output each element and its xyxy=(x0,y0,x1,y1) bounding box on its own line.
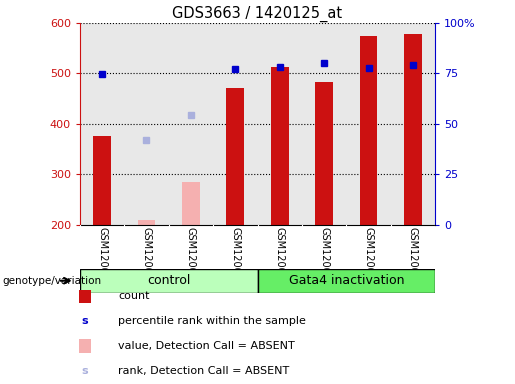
Text: GSM120071: GSM120071 xyxy=(408,227,418,286)
Bar xyxy=(258,269,435,293)
Text: s: s xyxy=(82,366,88,376)
Text: GSM120069: GSM120069 xyxy=(319,227,329,286)
Text: GSM120067: GSM120067 xyxy=(230,227,241,286)
Bar xyxy=(80,269,258,293)
Bar xyxy=(359,36,377,225)
Bar xyxy=(182,182,200,225)
Bar xyxy=(271,67,288,225)
Bar xyxy=(404,34,422,225)
Text: Gata4 inactivation: Gata4 inactivation xyxy=(288,274,404,287)
Text: value, Detection Call = ABSENT: value, Detection Call = ABSENT xyxy=(118,341,295,351)
Text: GSM120068: GSM120068 xyxy=(274,227,285,286)
Text: control: control xyxy=(147,274,191,287)
Text: GSM120064: GSM120064 xyxy=(97,227,107,286)
Text: GSM120065: GSM120065 xyxy=(142,227,151,286)
Text: genotype/variation: genotype/variation xyxy=(3,276,101,286)
Text: s: s xyxy=(82,316,88,326)
Bar xyxy=(93,136,111,225)
Text: GSM120070: GSM120070 xyxy=(364,227,373,286)
Text: rank, Detection Call = ABSENT: rank, Detection Call = ABSENT xyxy=(118,366,290,376)
Bar xyxy=(227,88,244,225)
Bar xyxy=(138,220,156,225)
Title: GDS3663 / 1420125_at: GDS3663 / 1420125_at xyxy=(173,5,342,22)
Text: percentile rank within the sample: percentile rank within the sample xyxy=(118,316,306,326)
Text: GSM120066: GSM120066 xyxy=(186,227,196,286)
Bar xyxy=(315,82,333,225)
Text: count: count xyxy=(118,291,150,301)
